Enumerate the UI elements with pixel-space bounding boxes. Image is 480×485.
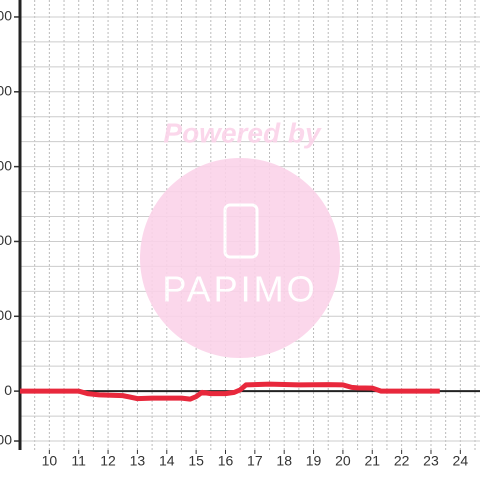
x-tick-label: 15 [188,453,204,469]
y-tick-label: 30,000 [0,307,12,323]
x-tick-label: 22 [394,453,410,469]
y-tick-label: 90,000 [0,157,12,173]
x-tick-label: 10 [42,453,58,469]
data-line [20,381,440,402]
x-tick-label: 13 [130,453,146,469]
y-tick-label: 150,000 [0,8,12,24]
x-tick-label: 12 [100,453,116,469]
x-tick-label: 11 [71,453,86,469]
y-tick-label: 0 [4,382,12,398]
x-tick-label: 24 [453,453,469,469]
x-tick-label: 18 [276,453,292,469]
x-tick-label: 14 [159,453,175,469]
watermark: Powered by PAPIMO [140,117,340,358]
x-tick-label: 23 [423,453,439,469]
x-tick-label: 20 [335,453,351,469]
y-tick-label: 60,000 [0,232,12,248]
y-tick-label: 120,000 [0,82,12,98]
x-tick-label: 21 [364,453,380,469]
x-tick-label: 19 [306,453,322,469]
x-tick-label: 16 [218,453,234,469]
watermark-phone [223,203,259,259]
watermark-logo: PAPIMO [162,269,317,310]
x-tick-label: 17 [247,453,263,469]
watermark-title: Powered by [163,117,322,148]
plot: -20,000 0 30,000 60,000 90,000 120,000 150,000… [0,0,480,469]
y-tick-label: -20,000 [0,432,12,448]
